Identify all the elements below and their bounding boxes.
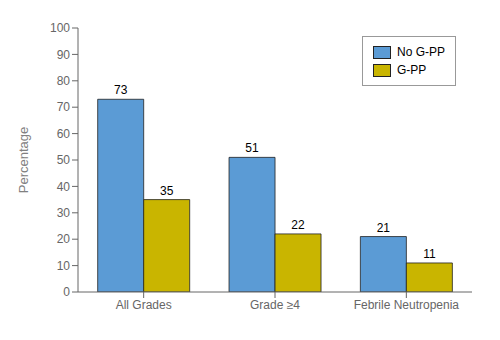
svg-text:10: 10 [57, 259, 71, 273]
svg-text:80: 80 [57, 74, 71, 88]
svg-text:35: 35 [160, 184, 174, 198]
svg-text:22: 22 [291, 218, 305, 232]
html-text:G-PP: G-PP [397, 63, 427, 77]
svg-text:51: 51 [245, 141, 259, 155]
svg-text:Grade ≥4: Grade ≥4 [250, 298, 300, 312]
svg-text:90: 90 [57, 48, 71, 62]
svg-text:40: 40 [57, 180, 71, 194]
svg-text:20: 20 [57, 232, 71, 246]
svg-text:70: 70 [57, 100, 71, 114]
html-text:No G-PP: No G-PP [397, 45, 445, 59]
svg-text:0: 0 [63, 285, 70, 299]
svg-text:73: 73 [114, 83, 128, 97]
svg-text:Febrile Neutropenia: Febrile Neutropenia [354, 298, 460, 312]
svg-text:21: 21 [377, 221, 391, 235]
svg-text:60: 60 [57, 127, 71, 141]
svg-text:All Grades: All Grades [116, 298, 172, 312]
svg-text:11: 11 [423, 247, 436, 261]
svg-text:100: 100 [50, 21, 70, 35]
svg-text:50: 50 [57, 153, 71, 167]
svg-text:30: 30 [57, 206, 71, 220]
svg-text:Percentage: Percentage [16, 127, 31, 194]
